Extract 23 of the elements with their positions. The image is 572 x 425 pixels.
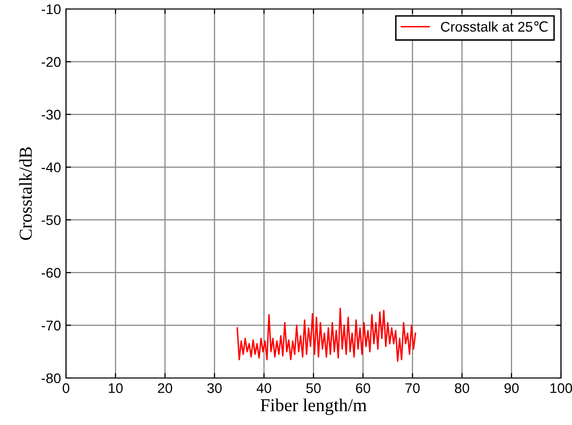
x-tick-label: 40 [256, 383, 272, 394]
y-tick-label: -10 [42, 4, 61, 14]
x-tick-label: 10 [108, 383, 123, 394]
x-tick-label: 70 [405, 383, 420, 394]
x-tick-label: 80 [454, 383, 470, 394]
x-tick-label: 50 [306, 383, 321, 394]
legend-label: Crosstalk at 25℃ [440, 21, 548, 32]
x-tick-label: 0 [62, 383, 70, 394]
y-tick-label: -80 [42, 373, 61, 384]
x-tick-label: 30 [207, 383, 222, 394]
x-tick-label: 90 [504, 383, 519, 394]
y-axis-title: Crosstalk/dB [19, 147, 32, 240]
y-tick-label: -70 [42, 320, 61, 330]
line-series [236, 308, 416, 362]
x-axis-title: Fiber length/m [260, 398, 367, 416]
y-tick-label: -30 [42, 110, 61, 120]
y-tick-label: -40 [42, 162, 61, 172]
x-tick-label: 20 [158, 383, 172, 394]
y-tick-label: -20 [42, 57, 61, 67]
y-tick-label: -50 [42, 215, 61, 226]
x-tick-label: 100 [550, 383, 572, 394]
y-tick-label: -60 [42, 268, 61, 278]
x-tick-label: 60 [356, 383, 370, 394]
